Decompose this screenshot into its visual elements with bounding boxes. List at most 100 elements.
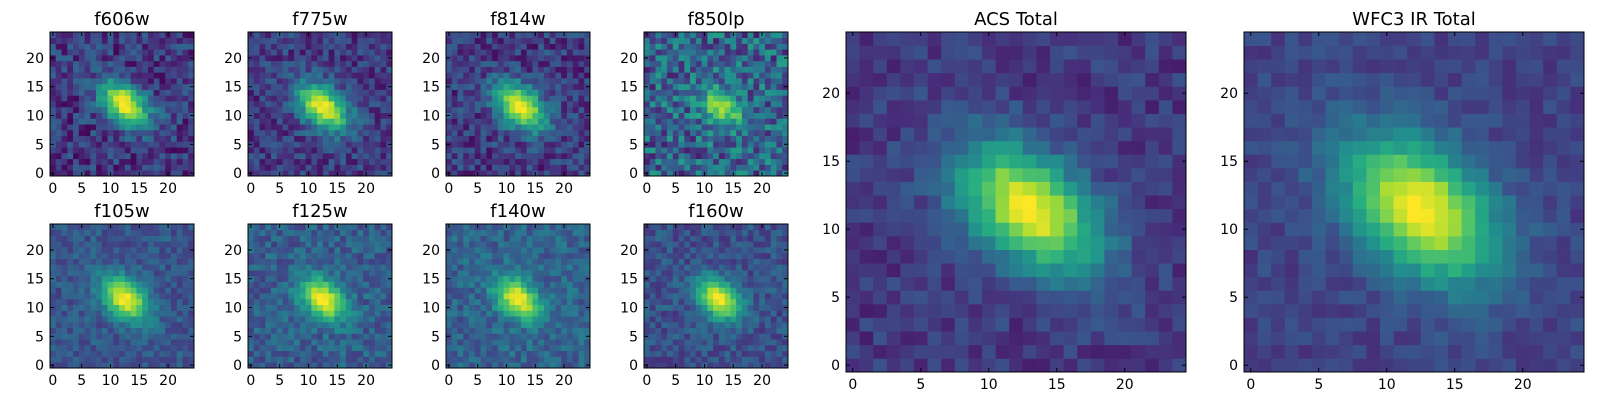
heatmap-cell <box>248 158 255 165</box>
heatmap-cell <box>311 298 318 305</box>
heatmap-cell <box>532 316 539 323</box>
heatmap-cell <box>294 78 301 85</box>
heatmap-cell <box>130 247 137 254</box>
heatmap-cell <box>305 235 312 242</box>
heatmap-cell <box>526 258 533 265</box>
heatmap-cell <box>294 83 301 90</box>
heatmap-cell <box>644 164 651 171</box>
y-tick-label: 20 <box>26 51 44 67</box>
heatmap-cell <box>486 170 493 177</box>
heatmap-cell <box>538 362 545 369</box>
heatmap-cell <box>294 37 301 44</box>
heatmap-cell <box>67 164 74 171</box>
heatmap-cell <box>113 129 120 137</box>
heatmap-cell <box>543 235 551 242</box>
heatmap-cell <box>345 43 353 50</box>
heatmap-cell <box>386 270 393 277</box>
heatmap-cell <box>713 43 720 50</box>
heatmap-cell <box>153 78 160 85</box>
heatmap-cell <box>357 339 364 346</box>
heatmap-cell <box>288 66 295 73</box>
heatmap-cell <box>561 258 568 265</box>
heatmap-cell <box>724 333 731 340</box>
heatmap-cell <box>655 344 662 352</box>
heatmap-cell <box>176 49 183 56</box>
heatmap-cell <box>142 258 149 265</box>
heatmap-cell <box>73 66 80 73</box>
heatmap-cell <box>101 72 108 79</box>
heatmap-cell <box>67 129 74 137</box>
heatmap-cell <box>101 78 108 85</box>
heatmap-cell <box>503 89 510 96</box>
heatmap-cell <box>446 158 453 165</box>
heatmap-cell <box>351 129 358 137</box>
heatmap-cell <box>288 321 295 329</box>
heatmap-cell <box>176 247 183 254</box>
heatmap-cell <box>649 112 656 119</box>
y-tick-label: 10 <box>422 109 440 125</box>
heatmap-cell <box>276 72 283 79</box>
x-tick-label: 10 <box>102 181 120 197</box>
heatmap-cell <box>526 89 533 96</box>
heatmap-cell <box>265 321 272 329</box>
heatmap-cell <box>386 37 393 44</box>
heatmap-cell <box>492 152 499 160</box>
heatmap-cell <box>678 321 685 329</box>
heatmap-cell <box>67 101 74 108</box>
heatmap-cell <box>701 350 708 357</box>
heatmap-cell <box>176 275 183 282</box>
heatmap-cell <box>526 321 533 329</box>
heatmap-cell <box>520 83 527 90</box>
heatmap-cell <box>667 356 674 363</box>
heatmap-cell <box>538 152 545 160</box>
heatmap-cell <box>707 158 714 165</box>
heatmap-cell <box>684 304 691 311</box>
heatmap-cell <box>736 287 743 294</box>
heatmap-cell <box>497 112 504 119</box>
heatmap-cell <box>136 298 143 305</box>
heatmap-cell <box>759 106 766 113</box>
heatmap-cell <box>457 164 464 171</box>
heatmap-cell <box>782 72 789 79</box>
heatmap-cell <box>515 83 522 90</box>
heatmap-cell <box>299 95 306 102</box>
heatmap-cell <box>724 129 731 137</box>
heatmap-cell <box>469 118 476 125</box>
heatmap-cell <box>340 37 347 44</box>
heatmap-cell <box>363 321 370 329</box>
heatmap-cell <box>759 124 766 131</box>
heatmap-cell <box>776 293 783 300</box>
heatmap-cell <box>561 43 568 50</box>
heatmap-cell <box>678 43 685 50</box>
heatmap-cell <box>101 356 108 363</box>
heatmap-cell <box>655 89 662 96</box>
heatmap-cell <box>649 344 656 352</box>
heatmap-cell <box>50 235 57 242</box>
heatmap-cell <box>276 89 283 96</box>
heatmap-cell <box>497 224 504 231</box>
heatmap-cell <box>759 89 766 96</box>
heatmap-cell <box>380 362 387 369</box>
heatmap-cell <box>707 129 714 137</box>
heatmap-cell <box>317 270 324 277</box>
heatmap-cell <box>282 252 289 259</box>
y-tick-label: 10 <box>224 301 242 317</box>
heatmap-cell <box>446 327 453 334</box>
heatmap-cell <box>305 129 312 137</box>
heatmap-cell <box>741 356 749 363</box>
heatmap-cell <box>584 344 591 352</box>
heatmap-cell <box>311 83 318 90</box>
y-tick-label: 5 <box>431 137 440 153</box>
heatmap-cell <box>776 112 783 119</box>
heatmap-cell <box>357 60 364 67</box>
heatmap-cell <box>515 147 522 154</box>
heatmap-cell <box>136 333 143 340</box>
heatmap-cell <box>718 344 725 352</box>
heatmap-cell <box>253 321 260 329</box>
heatmap-cell <box>515 152 522 160</box>
heatmap-cell <box>61 78 68 85</box>
heatmap-cell <box>463 83 470 90</box>
heatmap-cell <box>130 112 137 119</box>
heatmap-cell <box>672 49 679 56</box>
